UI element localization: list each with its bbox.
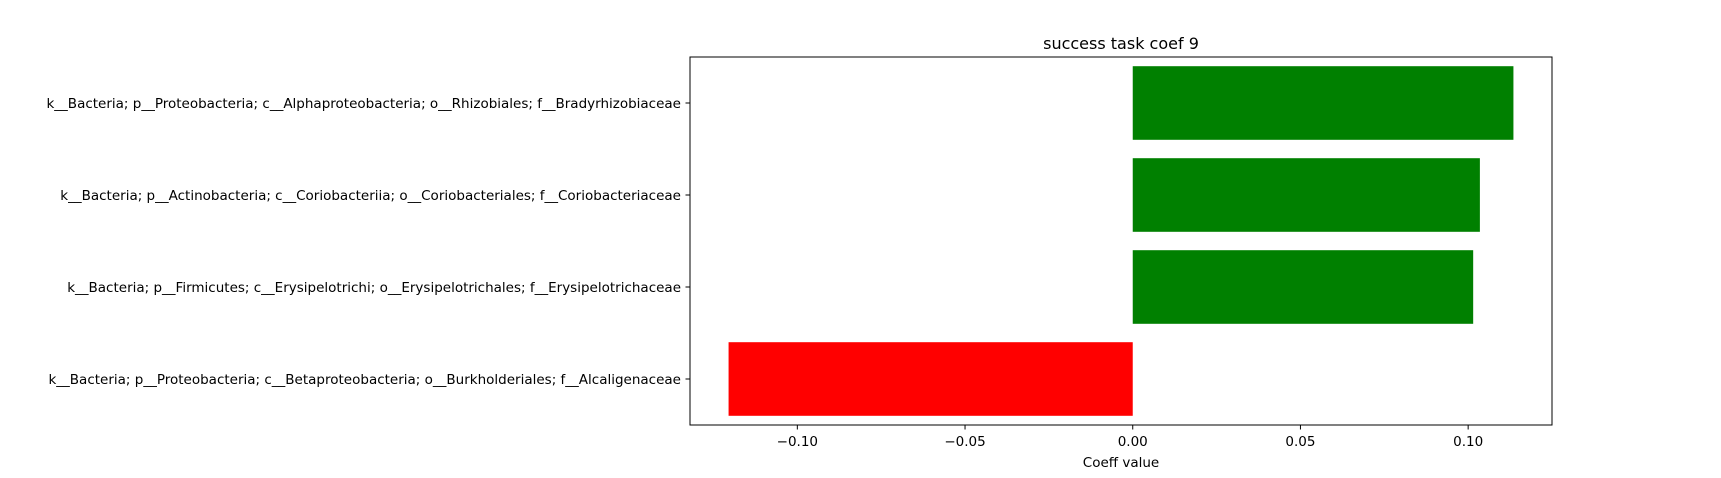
bar <box>728 342 1133 416</box>
y-tick-label: k__Bacteria; p__Firmicutes; c__Erysipelo… <box>67 280 681 296</box>
x-tick-label: 0.00 <box>1118 434 1148 450</box>
x-tick-label: −0.05 <box>944 434 985 450</box>
chart-title: success task coef 9 <box>1043 34 1199 53</box>
y-tick-label: k__Bacteria; p__Actinobacteria; c__Corio… <box>60 188 681 204</box>
bars-layer <box>728 66 1514 416</box>
x-tick-label: 0.05 <box>1285 434 1315 450</box>
y-ticks: k__Bacteria; p__Proteobacteria; c__Alpha… <box>46 96 690 388</box>
x-axis-label: Coeff value <box>1083 455 1159 471</box>
x-tick-label: −0.10 <box>777 434 818 450</box>
bar <box>1132 66 1514 140</box>
x-ticks: −0.10 −0.05 0.00 0.05 0.10 <box>777 425 1483 450</box>
y-tick-label: k__Bacteria; p__Proteobacteria; c__Betap… <box>48 372 681 388</box>
x-tick-label: 0.10 <box>1453 434 1483 450</box>
axes-frame <box>689 56 1553 426</box>
y-tick-label: k__Bacteria; p__Proteobacteria; c__Alpha… <box>46 96 681 112</box>
bar <box>1132 158 1480 232</box>
bar <box>1132 250 1474 324</box>
